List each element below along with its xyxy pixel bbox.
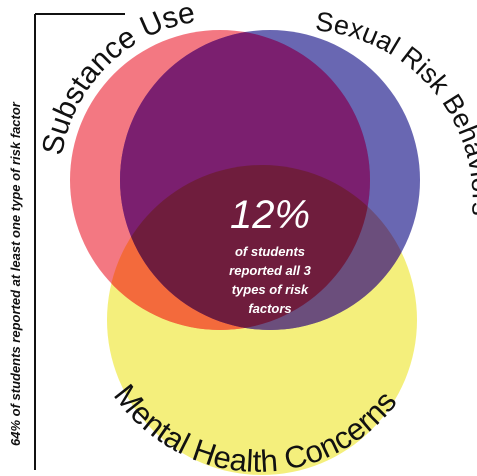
center-caption-line-4: factors [248,301,291,316]
side-note: 64% of students reported at least one ty… [8,101,23,446]
center-caption-line-1: of students [235,244,305,259]
center-caption-line-3: types of risk [232,282,309,297]
center-caption-line-2: reported all 3 [229,263,311,278]
overlap-all-three [120,165,370,330]
center-percent: 12% [230,193,310,237]
side-bracket [34,13,125,470]
